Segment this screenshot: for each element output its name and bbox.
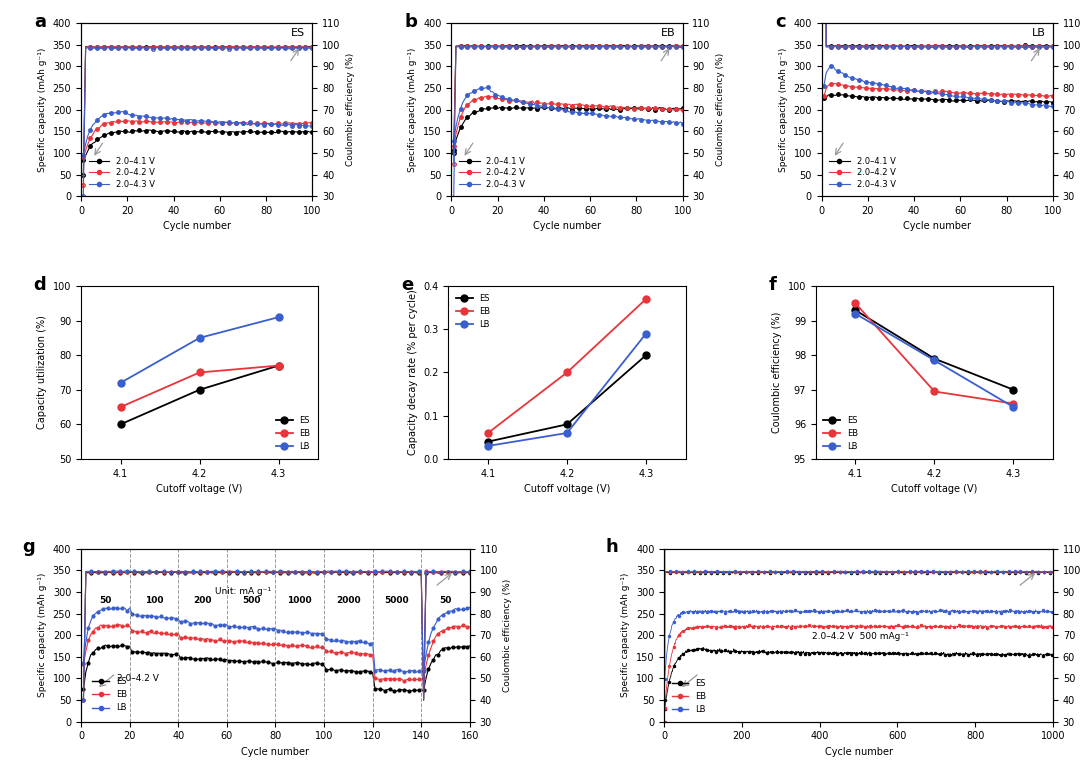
Text: 50: 50 (99, 596, 111, 605)
Text: LB: LB (1032, 29, 1047, 39)
Legend: ES, EB, LB: ES, EB, LB (453, 290, 494, 332)
X-axis label: Cycle number: Cycle number (163, 221, 231, 231)
Text: 500: 500 (242, 596, 260, 605)
Y-axis label: Coulombic efficiency (%): Coulombic efficiency (%) (503, 579, 512, 692)
Text: a: a (35, 13, 46, 31)
Text: d: d (33, 275, 46, 293)
X-axis label: Cutoff voltage (V): Cutoff voltage (V) (524, 484, 610, 494)
Text: f: f (769, 275, 777, 293)
Text: c: c (775, 13, 786, 31)
Legend: ES, EB, LB: ES, EB, LB (89, 674, 131, 715)
Legend: ES, EB, LB: ES, EB, LB (669, 676, 710, 718)
Text: ES: ES (292, 29, 306, 39)
Text: 50: 50 (440, 596, 451, 605)
Text: e: e (401, 275, 414, 293)
Y-axis label: Capacity utilization (%): Capacity utilization (%) (38, 316, 48, 429)
Legend: 2.0–4.1 V, 2.0–4.2 V, 2.0–4.3 V: 2.0–4.1 V, 2.0–4.2 V, 2.0–4.3 V (85, 154, 159, 192)
X-axis label: Cutoff voltage (V): Cutoff voltage (V) (157, 484, 243, 494)
Y-axis label: Coulombic efficiency (%): Coulombic efficiency (%) (716, 53, 726, 166)
Text: 2000: 2000 (336, 596, 361, 605)
Y-axis label: Specific capacity (mAh g⁻¹): Specific capacity (mAh g⁻¹) (621, 573, 631, 698)
Y-axis label: Specific capacity (mAh g⁻¹): Specific capacity (mAh g⁻¹) (779, 47, 787, 172)
Text: 2.0–4.2 V  500 mAg⁻¹: 2.0–4.2 V 500 mAg⁻¹ (812, 632, 908, 641)
Y-axis label: Specific capacity (mAh g⁻¹): Specific capacity (mAh g⁻¹) (38, 47, 48, 172)
Text: 1000: 1000 (287, 596, 312, 605)
Text: 200: 200 (193, 596, 212, 605)
Legend: ES, EB, LB: ES, EB, LB (273, 413, 314, 455)
Legend: 2.0–4.1 V, 2.0–4.2 V, 2.0–4.3 V: 2.0–4.1 V, 2.0–4.2 V, 2.0–4.3 V (826, 154, 899, 192)
Text: b: b (405, 13, 418, 31)
Text: EB: EB (661, 29, 676, 39)
Text: Unit: mA g⁻¹: Unit: mA g⁻¹ (215, 587, 271, 596)
Y-axis label: Coulombic efficiency (%): Coulombic efficiency (%) (346, 53, 355, 166)
Y-axis label: Capacity decay rate (% per cycle): Capacity decay rate (% per cycle) (408, 289, 418, 456)
Y-axis label: Specific capacity (mAh g⁻¹): Specific capacity (mAh g⁻¹) (408, 47, 417, 172)
X-axis label: Cycle number: Cycle number (903, 221, 971, 231)
X-axis label: Cycle number: Cycle number (534, 221, 600, 231)
Y-axis label: Coulombic efficiency (%): Coulombic efficiency (%) (772, 312, 782, 433)
Y-axis label: Specific capacity (mAh g⁻¹): Specific capacity (mAh g⁻¹) (38, 573, 48, 698)
X-axis label: Cycle number: Cycle number (242, 747, 309, 757)
Text: g: g (23, 539, 36, 556)
X-axis label: Cutoff voltage (V): Cutoff voltage (V) (891, 484, 977, 494)
X-axis label: Cycle number: Cycle number (825, 747, 892, 757)
Legend: 2.0–4.1 V, 2.0–4.2 V, 2.0–4.3 V: 2.0–4.1 V, 2.0–4.2 V, 2.0–4.3 V (456, 154, 528, 192)
Text: 100: 100 (145, 596, 163, 605)
Legend: ES, EB, LB: ES, EB, LB (820, 413, 861, 455)
Text: 5000: 5000 (384, 596, 409, 605)
Text: 2.0–4.2 V: 2.0–4.2 V (118, 674, 160, 683)
Text: h: h (606, 539, 619, 556)
